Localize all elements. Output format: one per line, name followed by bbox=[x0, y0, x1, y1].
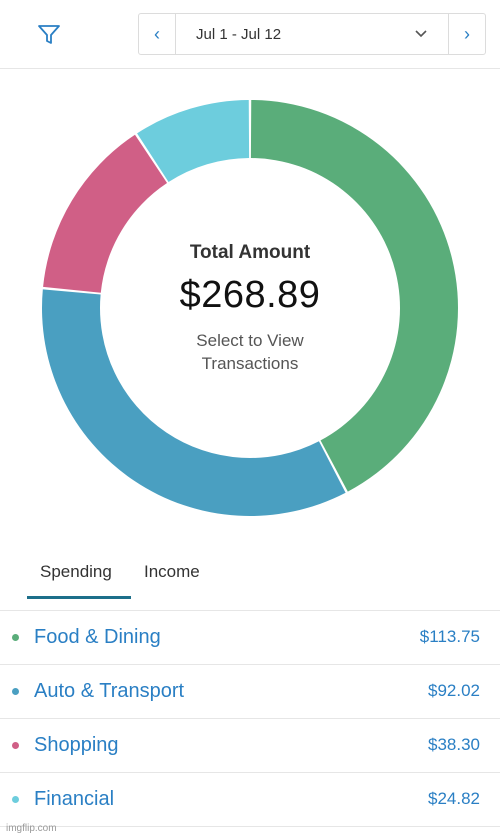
total-amount-label: Total Amount bbox=[189, 242, 311, 263]
category-row-auto-transport[interactable]: Auto & Transport $92.02 bbox=[0, 665, 500, 719]
category-color-dot bbox=[12, 634, 19, 641]
chevron-left-icon: ‹ bbox=[154, 23, 160, 44]
donut-segment-food-dining[interactable] bbox=[250, 100, 459, 492]
spending-income-tabs: Spending Income bbox=[0, 548, 500, 611]
tab-income[interactable]: Income bbox=[144, 562, 200, 581]
date-range-navigator: ‹ Jul 1 - Jul 12 › bbox=[138, 13, 486, 55]
total-amount-value: $268.89 bbox=[179, 274, 321, 316]
category-name: Food & Dining bbox=[34, 626, 161, 648]
category-color-dot bbox=[12, 688, 19, 695]
category-amount: $113.75 bbox=[419, 627, 480, 646]
chevron-right-icon: › bbox=[464, 23, 470, 44]
filter-button[interactable] bbox=[26, 15, 72, 55]
filter-icon bbox=[38, 25, 60, 44]
date-range-dropdown[interactable]: Jul 1 - Jul 12 bbox=[176, 14, 448, 54]
previous-period-button[interactable]: ‹ bbox=[139, 14, 176, 54]
category-amount: $24.82 bbox=[428, 789, 480, 808]
tab-spending[interactable]: Spending bbox=[40, 562, 112, 581]
category-name: Financial bbox=[34, 788, 115, 810]
category-color-dot bbox=[12, 742, 19, 749]
category-color-dot bbox=[12, 796, 19, 803]
donut-segment-shopping[interactable] bbox=[43, 134, 168, 293]
category-name: Auto & Transport bbox=[34, 680, 185, 702]
select-hint: Select to View Transactions bbox=[196, 331, 304, 373]
category-row-shopping[interactable]: Shopping $38.30 bbox=[0, 719, 500, 773]
next-period-button[interactable]: › bbox=[448, 14, 485, 54]
category-amount: $38.30 bbox=[428, 735, 480, 754]
category-list: Food & Dining $113.75 Auto & Transport $… bbox=[0, 611, 500, 827]
chart-center-summary: Total Amount $268.89 Select to View Tran… bbox=[150, 238, 350, 375]
donut-segment-financial[interactable] bbox=[137, 100, 250, 183]
spending-donut-chart: Total Amount $268.89 Select to View Tran… bbox=[0, 68, 500, 548]
donut-segment-auto-transport[interactable] bbox=[42, 289, 346, 516]
imgflip-watermark: imgflip.com bbox=[6, 823, 57, 834]
chevron-down-icon bbox=[415, 30, 427, 38]
top-toolbar: ‹ Jul 1 - Jul 12 › bbox=[0, 0, 500, 69]
date-range-label: Jul 1 - Jul 12 bbox=[196, 25, 282, 43]
active-tab-indicator bbox=[27, 596, 131, 599]
category-row-financial[interactable]: Financial $24.82 bbox=[0, 773, 500, 827]
category-amount: $92.02 bbox=[428, 681, 480, 700]
category-row-food-dining[interactable]: Food & Dining $113.75 bbox=[0, 611, 500, 665]
category-name: Shopping bbox=[34, 734, 119, 756]
donut-chart-svg bbox=[42, 100, 459, 516]
